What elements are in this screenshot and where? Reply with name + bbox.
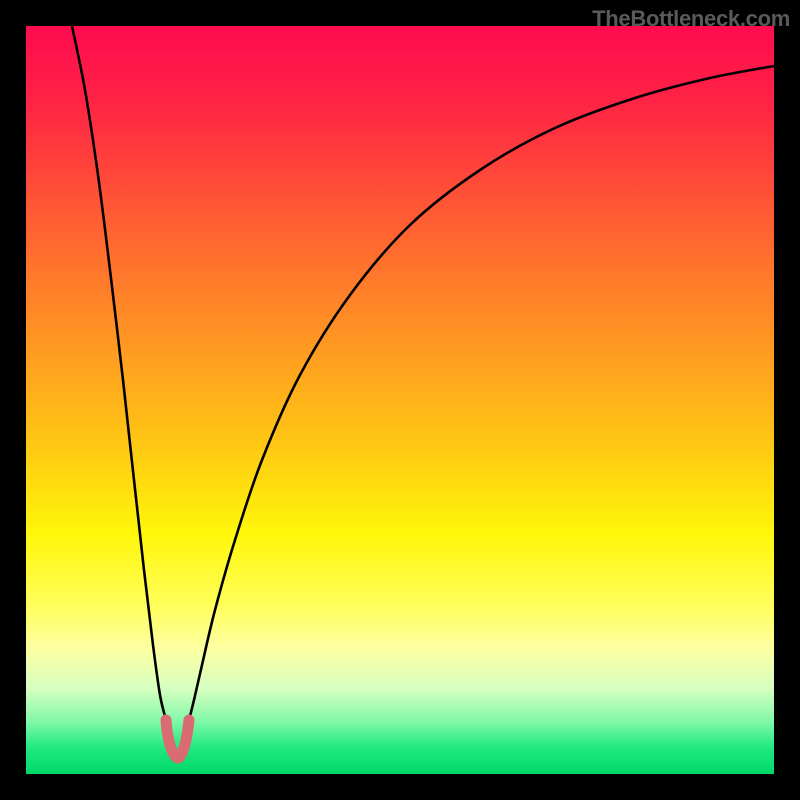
bottleneck-chart: TheBottleneck.com — [0, 0, 800, 800]
chart-svg — [0, 0, 800, 800]
plot-background — [26, 26, 774, 774]
watermark-text: TheBottleneck.com — [592, 6, 790, 32]
